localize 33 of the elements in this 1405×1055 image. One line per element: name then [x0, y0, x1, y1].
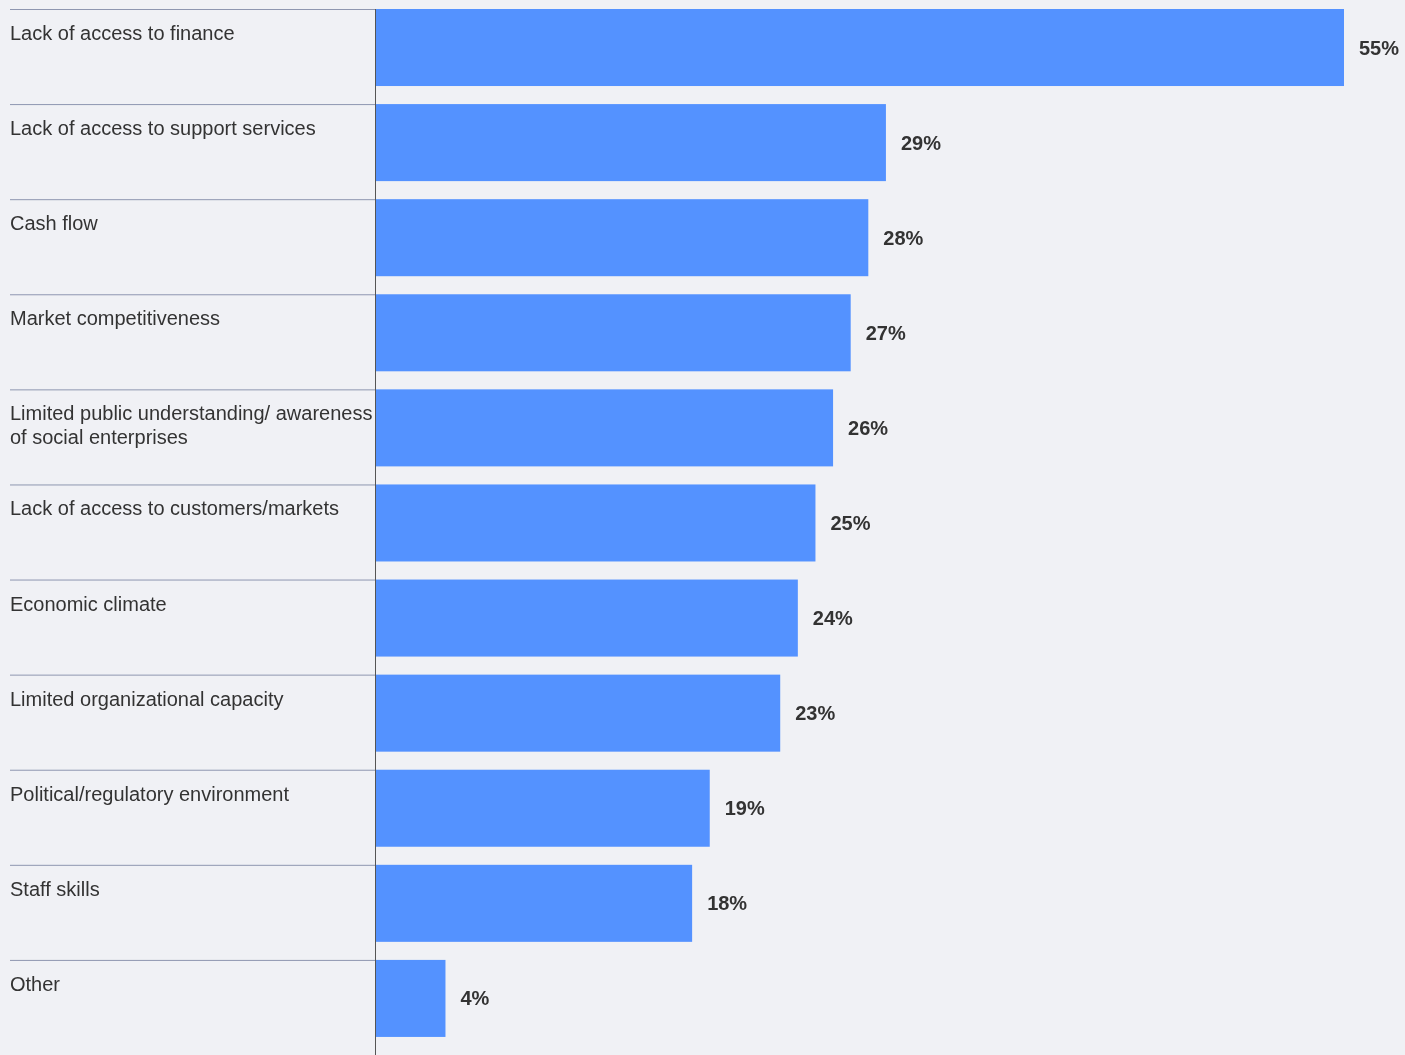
bar — [375, 389, 834, 467]
bar — [375, 579, 798, 657]
y-tick-label: Lack of access to finance — [10, 22, 235, 44]
data-label: 23% — [795, 702, 836, 725]
y-tick-label: Cash flow — [10, 212, 99, 235]
bar — [375, 674, 781, 752]
y-tick-label: Lack of access to support services — [10, 117, 316, 140]
data-label: 4% — [460, 987, 490, 1010]
data-label: 28% — [883, 226, 924, 249]
y-tick-label: Market competitiveness — [10, 307, 221, 330]
y-tick-label: Limited organizational capacity — [10, 687, 284, 710]
data-label: 29% — [900, 131, 942, 154]
data-label: 27% — [865, 321, 906, 344]
bar — [375, 199, 869, 277]
data-label: 25% — [830, 511, 871, 534]
y-tick-label: Staff skills — [10, 877, 100, 900]
data-label: 26% — [848, 416, 889, 439]
y-tick-label: Political/regulatory environment — [10, 782, 290, 805]
bar — [375, 484, 816, 562]
y-tick-label: Economic climate — [10, 592, 167, 615]
data-label: 19% — [724, 797, 765, 820]
data-label: 24% — [812, 607, 854, 630]
bar — [375, 959, 446, 1037]
data-label: 18% — [707, 892, 748, 915]
data-label: 55% — [1359, 36, 1400, 59]
bar — [375, 9, 1344, 87]
bar — [375, 769, 710, 847]
bar — [375, 104, 886, 182]
y-tick-label: Lack of access to customers/markets — [10, 497, 340, 520]
bar — [375, 294, 851, 372]
bar — [375, 864, 693, 942]
y-tick-label: Limited public understanding/ awareness of social enterprises — [10, 402, 373, 449]
y-tick-label: Other — [10, 972, 61, 995]
